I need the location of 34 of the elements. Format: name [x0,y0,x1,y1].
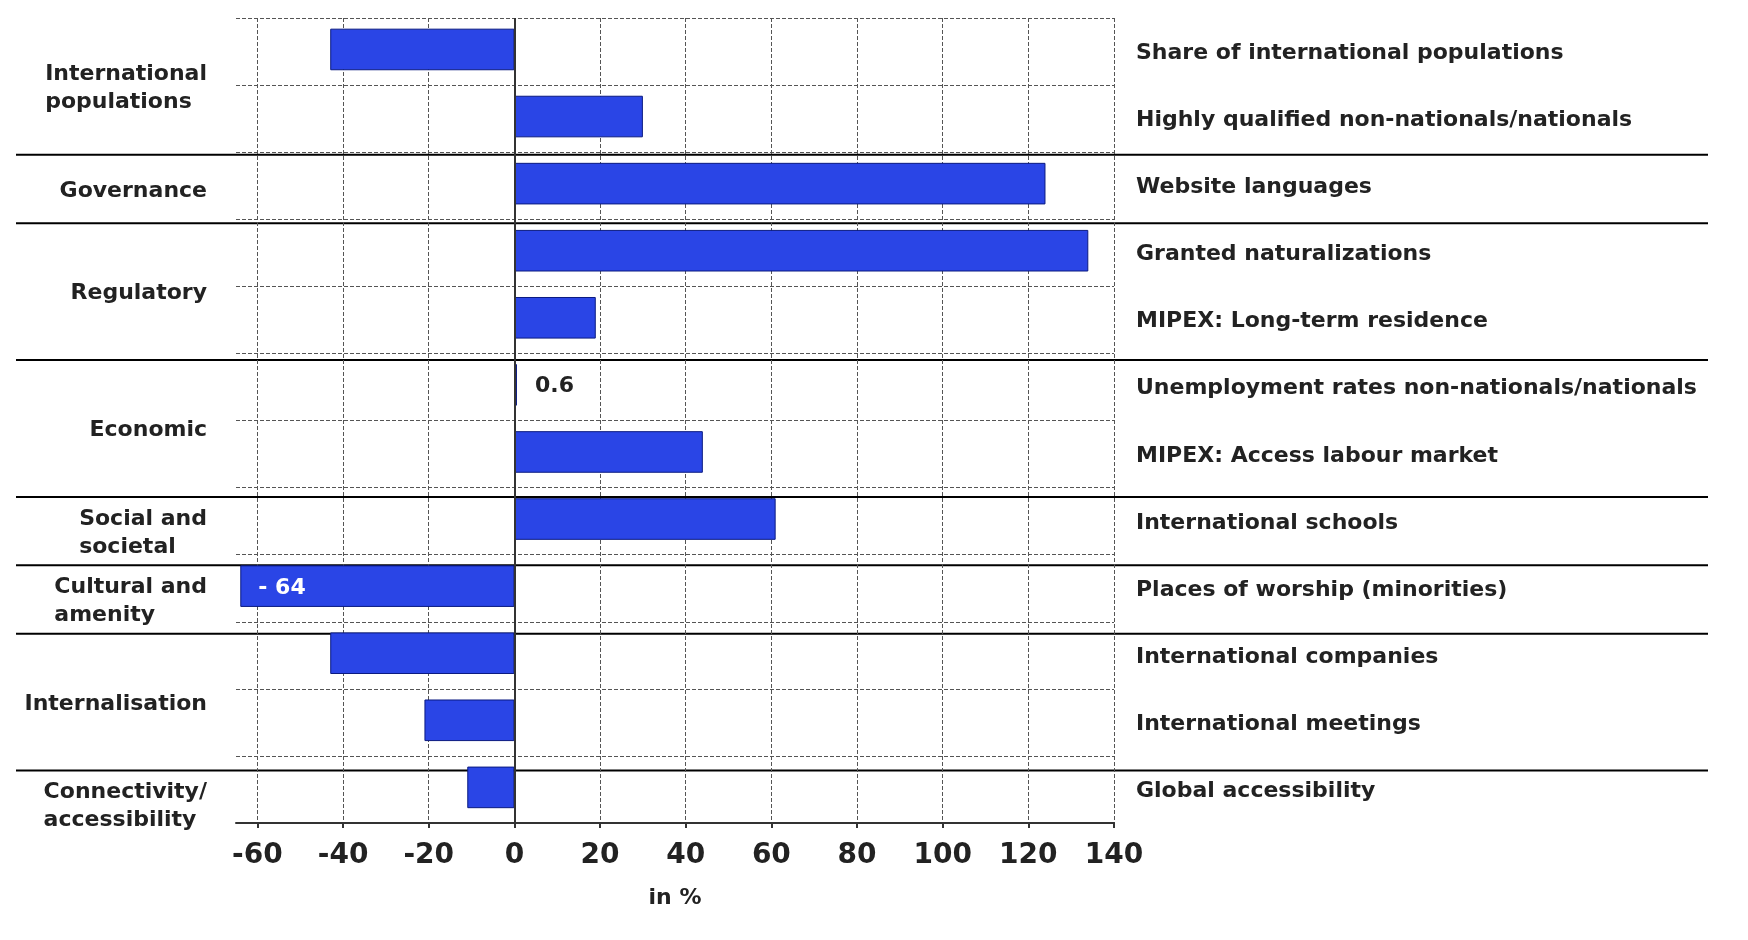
y-tick-label: International schools [1136,508,1399,534]
x-tick-label: 40 [666,836,706,870]
y-tick-label: Unemployment rates non-nationals/nationals [1136,374,1697,400]
y-tick-label: International meetings [1136,709,1421,735]
x-axis-title: in % [648,883,702,909]
text: Regulatory [70,279,207,305]
y-tick-label: Share of international populations [1136,39,1564,65]
x-tick-label: 60 [751,836,791,870]
y-tick-label: Places of worship (minorities) [1136,575,1508,601]
x-tick-label: 140 [1084,836,1144,870]
x-tick-label: 120 [999,836,1058,870]
x-tick-label: -40 [317,836,369,870]
y-tick-label: Highly qualified non-nationals/nationals [1136,106,1633,132]
y-tick-label: Granted naturalizations [1136,240,1432,266]
x-tick-label: 80 [837,836,877,870]
text: Economic [89,416,207,441]
text: Connectivity/ accessibility [43,778,208,832]
x-tick-label: -60 [232,836,283,870]
y-tick-label: MIPEX: Access labour market [1136,441,1499,467]
x-tick-label: 100 [913,836,972,870]
data-label: - 64 [258,573,306,599]
text: International populations [45,59,208,113]
x-tick-label: 0 [504,836,525,870]
y-tick-label: Website languages [1136,173,1372,199]
text: Internalisation [24,689,207,715]
y-tick-label: Global accessibility [1136,776,1376,802]
text: Social and societal [79,504,207,558]
x-tick-label: 20 [580,836,620,870]
x-tick-label: -20 [403,836,455,870]
data-label: 0.6 [534,372,574,398]
text: Cultural and amenity [54,573,208,627]
y-tick-label: MIPEX: Long-term residence [1136,307,1488,333]
text: Governance [59,176,208,202]
y-tick-label: International companies [1136,642,1439,668]
